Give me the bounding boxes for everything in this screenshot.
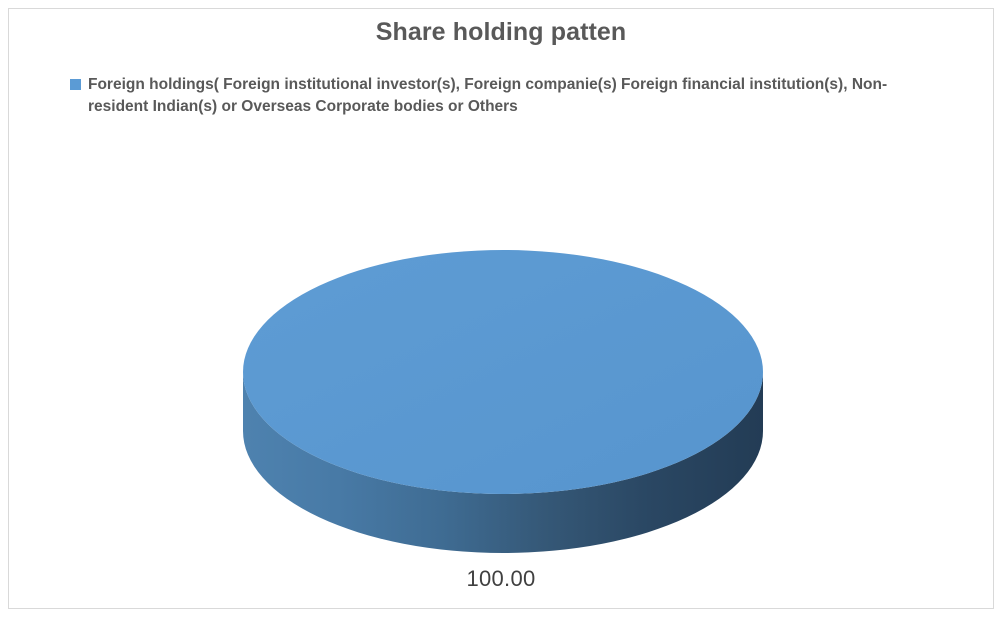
legend-item-label: Foreign holdings( Foreign institutional … [88,76,888,116]
pie-chart-3d [243,249,763,555]
legend-marker-icon [70,79,81,90]
chart-legend: Foreign holdings( Foreign institutional … [70,74,950,119]
pie-data-label: 100.00 [466,566,536,591]
pie-slice-foreign-holdings[interactable] [243,250,763,494]
pie-slice-depth [243,372,763,553]
pie-svg [243,250,763,553]
chart-title: Share holding patten [375,18,627,46]
